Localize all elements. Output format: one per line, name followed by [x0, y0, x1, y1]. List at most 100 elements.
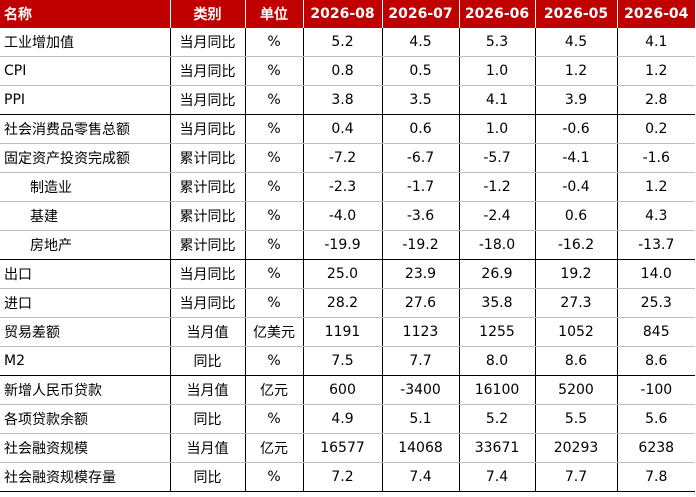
- row-value: 1191: [303, 317, 383, 347]
- row-value: 1123: [382, 317, 460, 347]
- row-value: -4.0: [303, 201, 383, 231]
- row-value: 4.9: [303, 404, 383, 434]
- row-value: 19.2: [535, 259, 618, 289]
- row-value: 0.8: [303, 56, 383, 86]
- row-value: 600: [303, 375, 383, 405]
- row-value: 2.8: [617, 85, 695, 115]
- row-value: 1052: [535, 317, 618, 347]
- row-unit: %: [245, 201, 304, 231]
- row-category: 累计同比: [170, 143, 246, 173]
- row-value: 4.5: [382, 28, 460, 57]
- row-value: -7.2: [303, 143, 383, 173]
- header-period: 2026-04: [617, 0, 695, 28]
- row-value: 14.0: [617, 259, 695, 289]
- table-row: 社会融资规模存量 同比 % 7.2 7.4 7.4 7.7 7.8: [0, 462, 695, 492]
- table-row: 固定资产投资完成额 累计同比 % -7.2 -6.7 -5.7 -4.1 -1.…: [0, 143, 695, 173]
- table-row: 社会融资规模 当月值 亿元 16577 14068 33671 20293 62…: [0, 433, 695, 463]
- row-value: 6238: [617, 433, 695, 463]
- table-row: 社会消费品零售总额 当月同比 % 0.4 0.6 1.0 -0.6 0.2: [0, 114, 695, 144]
- row-value: 1.2: [617, 56, 695, 86]
- row-name: 新增人民币贷款: [0, 375, 171, 405]
- table-row: 贸易差额 当月值 亿美元 1191 1123 1255 1052 845: [0, 317, 695, 347]
- row-value: -2.3: [303, 172, 383, 202]
- row-value: 4.1: [459, 85, 536, 115]
- row-value: 1.0: [459, 114, 536, 144]
- row-unit: %: [245, 85, 304, 115]
- row-name: M2: [0, 346, 171, 376]
- row-value: 1.2: [617, 172, 695, 202]
- row-value: 7.8: [617, 462, 695, 492]
- row-value: 5.2: [303, 28, 383, 57]
- row-value: 8.6: [535, 346, 618, 376]
- row-category: 累计同比: [170, 201, 246, 231]
- row-unit: %: [245, 259, 304, 289]
- row-value: 4.1: [617, 28, 695, 57]
- table-row: 工业增加值 当月同比 % 5.2 4.5 5.3 4.5 4.1: [0, 28, 695, 57]
- table-row: 基建 累计同比 % -4.0 -3.6 -2.4 0.6 4.3: [0, 201, 695, 231]
- row-value: -3400: [382, 375, 460, 405]
- row-value: -1.6: [617, 143, 695, 173]
- row-value: 5.5: [535, 404, 618, 434]
- row-unit: %: [245, 172, 304, 202]
- row-value: 4.5: [535, 28, 618, 57]
- row-category: 当月同比: [170, 56, 246, 86]
- row-category: 当月同比: [170, 259, 246, 289]
- row-name: 进口: [0, 288, 171, 318]
- row-value: -19.2: [382, 230, 460, 260]
- row-value: 23.9: [382, 259, 460, 289]
- row-category: 当月同比: [170, 114, 246, 144]
- row-name: 基建: [0, 201, 171, 231]
- row-value: -0.6: [535, 114, 618, 144]
- row-unit: 亿美元: [245, 317, 304, 347]
- row-value: 0.5: [382, 56, 460, 86]
- table-row: PPI 当月同比 % 3.8 3.5 4.1 3.9 2.8: [0, 85, 695, 115]
- row-value: 5.3: [459, 28, 536, 57]
- header-category: 类别: [170, 0, 246, 28]
- row-category: 累计同比: [170, 172, 246, 202]
- row-category: 当月同比: [170, 85, 246, 115]
- header-period: 2026-08: [303, 0, 383, 28]
- row-value: 3.9: [535, 85, 618, 115]
- row-value: 16577: [303, 433, 383, 463]
- row-value: -100: [617, 375, 695, 405]
- header-period: 2026-05: [535, 0, 618, 28]
- row-value: 0.2: [617, 114, 695, 144]
- row-value: 5200: [535, 375, 618, 405]
- row-value: 25.0: [303, 259, 383, 289]
- row-name: CPI: [0, 56, 171, 86]
- row-value: 35.8: [459, 288, 536, 318]
- table-row: 房地产 累计同比 % -19.9 -19.2 -18.0 -16.2 -13.7: [0, 230, 695, 260]
- row-value: -18.0: [459, 230, 536, 260]
- header-period: 2026-06: [459, 0, 536, 28]
- row-value: 3.8: [303, 85, 383, 115]
- row-value: -3.6: [382, 201, 460, 231]
- row-value: 4.3: [617, 201, 695, 231]
- row-unit: %: [245, 143, 304, 173]
- row-value: 7.4: [459, 462, 536, 492]
- row-value: 1255: [459, 317, 536, 347]
- row-value: 27.3: [535, 288, 618, 318]
- row-category: 当月同比: [170, 28, 246, 57]
- row-value: 27.6: [382, 288, 460, 318]
- row-value: 20293: [535, 433, 618, 463]
- row-name: 房地产: [0, 230, 171, 260]
- row-value: 5.2: [459, 404, 536, 434]
- row-value: 7.7: [535, 462, 618, 492]
- table-row: CPI 当月同比 % 0.8 0.5 1.0 1.2 1.2: [0, 56, 695, 86]
- row-value: 5.6: [617, 404, 695, 434]
- row-value: -2.4: [459, 201, 536, 231]
- table-row: 出口 当月同比 % 25.0 23.9 26.9 19.2 14.0: [0, 259, 695, 289]
- row-value: -19.9: [303, 230, 383, 260]
- row-value: 5.1: [382, 404, 460, 434]
- row-name: 社会融资规模存量: [0, 462, 171, 492]
- table-row: M2 同比 % 7.5 7.7 8.0 8.6 8.6: [0, 346, 695, 376]
- row-name: 各项贷款余额: [0, 404, 171, 434]
- row-value: 3.5: [382, 85, 460, 115]
- row-unit: %: [245, 288, 304, 318]
- row-value: 33671: [459, 433, 536, 463]
- table-row: 制造业 累计同比 % -2.3 -1.7 -1.2 -0.4 1.2: [0, 172, 695, 202]
- row-unit: %: [245, 404, 304, 434]
- row-value: 7.5: [303, 346, 383, 376]
- row-value: -1.7: [382, 172, 460, 202]
